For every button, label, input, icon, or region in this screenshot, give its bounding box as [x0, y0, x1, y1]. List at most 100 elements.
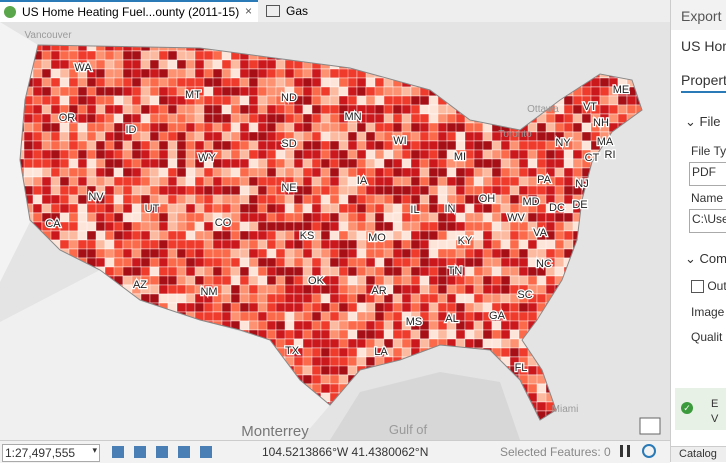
- county-shade: [158, 266, 169, 277]
- county-shade: [320, 212, 331, 223]
- county-shade: [230, 221, 241, 232]
- county-shade: [167, 140, 178, 151]
- county-shade: [464, 248, 475, 259]
- county-shade: [338, 239, 349, 250]
- refresh-button[interactable]: [642, 444, 656, 458]
- county-shade: [329, 158, 340, 169]
- county-shade: [347, 95, 358, 106]
- field-label: Image: [691, 305, 725, 319]
- county-shade: [131, 113, 142, 124]
- county-shade: [257, 203, 268, 214]
- catalog-tab[interactable]: Catalog: [679, 448, 717, 460]
- county-shade: [131, 185, 142, 196]
- county-shade: [140, 122, 151, 133]
- overview-button[interactable]: [639, 417, 661, 435]
- county-shade: [185, 221, 196, 232]
- scale-box[interactable]: 1:27,497,555 ▾: [2, 444, 100, 462]
- county-shade: [266, 293, 277, 304]
- close-icon[interactable]: ×: [245, 4, 253, 18]
- table-tab[interactable]: Gas: [262, 0, 382, 22]
- county-shade: [392, 266, 403, 277]
- checkbox-label: Out: [707, 279, 726, 293]
- county-shade: [536, 140, 547, 151]
- county-shade: [563, 122, 574, 133]
- county-shade: [464, 149, 475, 160]
- county-shade: [338, 347, 349, 358]
- county-shade: [41, 95, 52, 106]
- county-shade: [329, 284, 340, 295]
- county-shade: [275, 158, 286, 169]
- county-shade: [410, 293, 421, 304]
- county-shade: [140, 131, 151, 142]
- section-label: Com: [699, 251, 726, 266]
- county-shade: [311, 185, 322, 196]
- county-shade: [527, 239, 538, 250]
- place-label: Vancouver: [24, 30, 72, 41]
- county-shade: [302, 356, 313, 367]
- county-shade: [158, 131, 169, 142]
- county-shade: [275, 284, 286, 295]
- county-shade: [257, 149, 268, 160]
- county-shade: [122, 113, 133, 124]
- file-type-select[interactable]: PDF: [689, 162, 726, 186]
- map-tab[interactable]: US Home Heating Fuel...ounty (2011-15) ×: [0, 0, 258, 22]
- county-shade: [437, 284, 448, 295]
- county-shade: [302, 365, 313, 376]
- county-shade: [275, 77, 286, 88]
- county-shade: [230, 77, 241, 88]
- county-shade: [176, 284, 187, 295]
- county-shade: [32, 167, 43, 178]
- county-shade: [59, 149, 70, 160]
- county-shade: [167, 194, 178, 205]
- compression-section[interactable]: ⌄ Com: [685, 251, 726, 266]
- county-shade: [419, 275, 430, 286]
- output-checkbox[interactable]: Out: [691, 279, 726, 294]
- county-shade: [320, 302, 331, 313]
- pause-button[interactable]: [620, 445, 630, 457]
- county-shade: [158, 50, 169, 61]
- county-shade: [419, 239, 430, 250]
- county-shade: [32, 149, 43, 160]
- county-shade: [59, 140, 70, 151]
- county-shade: [473, 131, 484, 142]
- county-shade: [185, 59, 196, 70]
- state-label: IN: [445, 203, 456, 215]
- county-shade: [149, 284, 160, 295]
- county-shade: [518, 149, 529, 160]
- field-value: PDF: [692, 165, 716, 179]
- county-shade: [275, 257, 286, 268]
- map-view[interactable]: Vancouver Ottawa Toronto Monterrey Gulf …: [0, 22, 670, 440]
- tool-icons[interactable]: [112, 446, 222, 458]
- county-shade: [95, 176, 106, 187]
- county-shade: [77, 212, 88, 223]
- county-shade: [383, 185, 394, 196]
- county-shade: [68, 149, 79, 160]
- file-section[interactable]: ⌄ File: [685, 114, 721, 129]
- county-shade: [194, 230, 205, 241]
- county-shade: [329, 266, 340, 277]
- county-shade: [302, 77, 313, 88]
- county-shade: [77, 185, 88, 196]
- county-shade: [266, 320, 277, 331]
- county-shade: [419, 284, 430, 295]
- county-shade: [77, 248, 88, 259]
- state-label: MN: [344, 111, 361, 123]
- county-shade: [482, 275, 493, 286]
- county-shade: [446, 113, 457, 124]
- message-text: E: [711, 398, 719, 410]
- county-shade: [104, 131, 115, 142]
- county-shade: [374, 185, 385, 196]
- county-shade: [176, 194, 187, 205]
- county-shade: [104, 77, 115, 88]
- county-shade: [230, 284, 241, 295]
- county-shade: [122, 194, 133, 205]
- properties-tab[interactable]: Propert: [681, 72, 726, 88]
- county-shade: [356, 248, 367, 259]
- county-shade: [302, 257, 313, 268]
- county-shade: [95, 167, 106, 178]
- county-shade: [365, 203, 376, 214]
- county-shade: [50, 131, 61, 142]
- name-input[interactable]: C:\Use: [689, 209, 726, 233]
- county-shade: [347, 266, 358, 277]
